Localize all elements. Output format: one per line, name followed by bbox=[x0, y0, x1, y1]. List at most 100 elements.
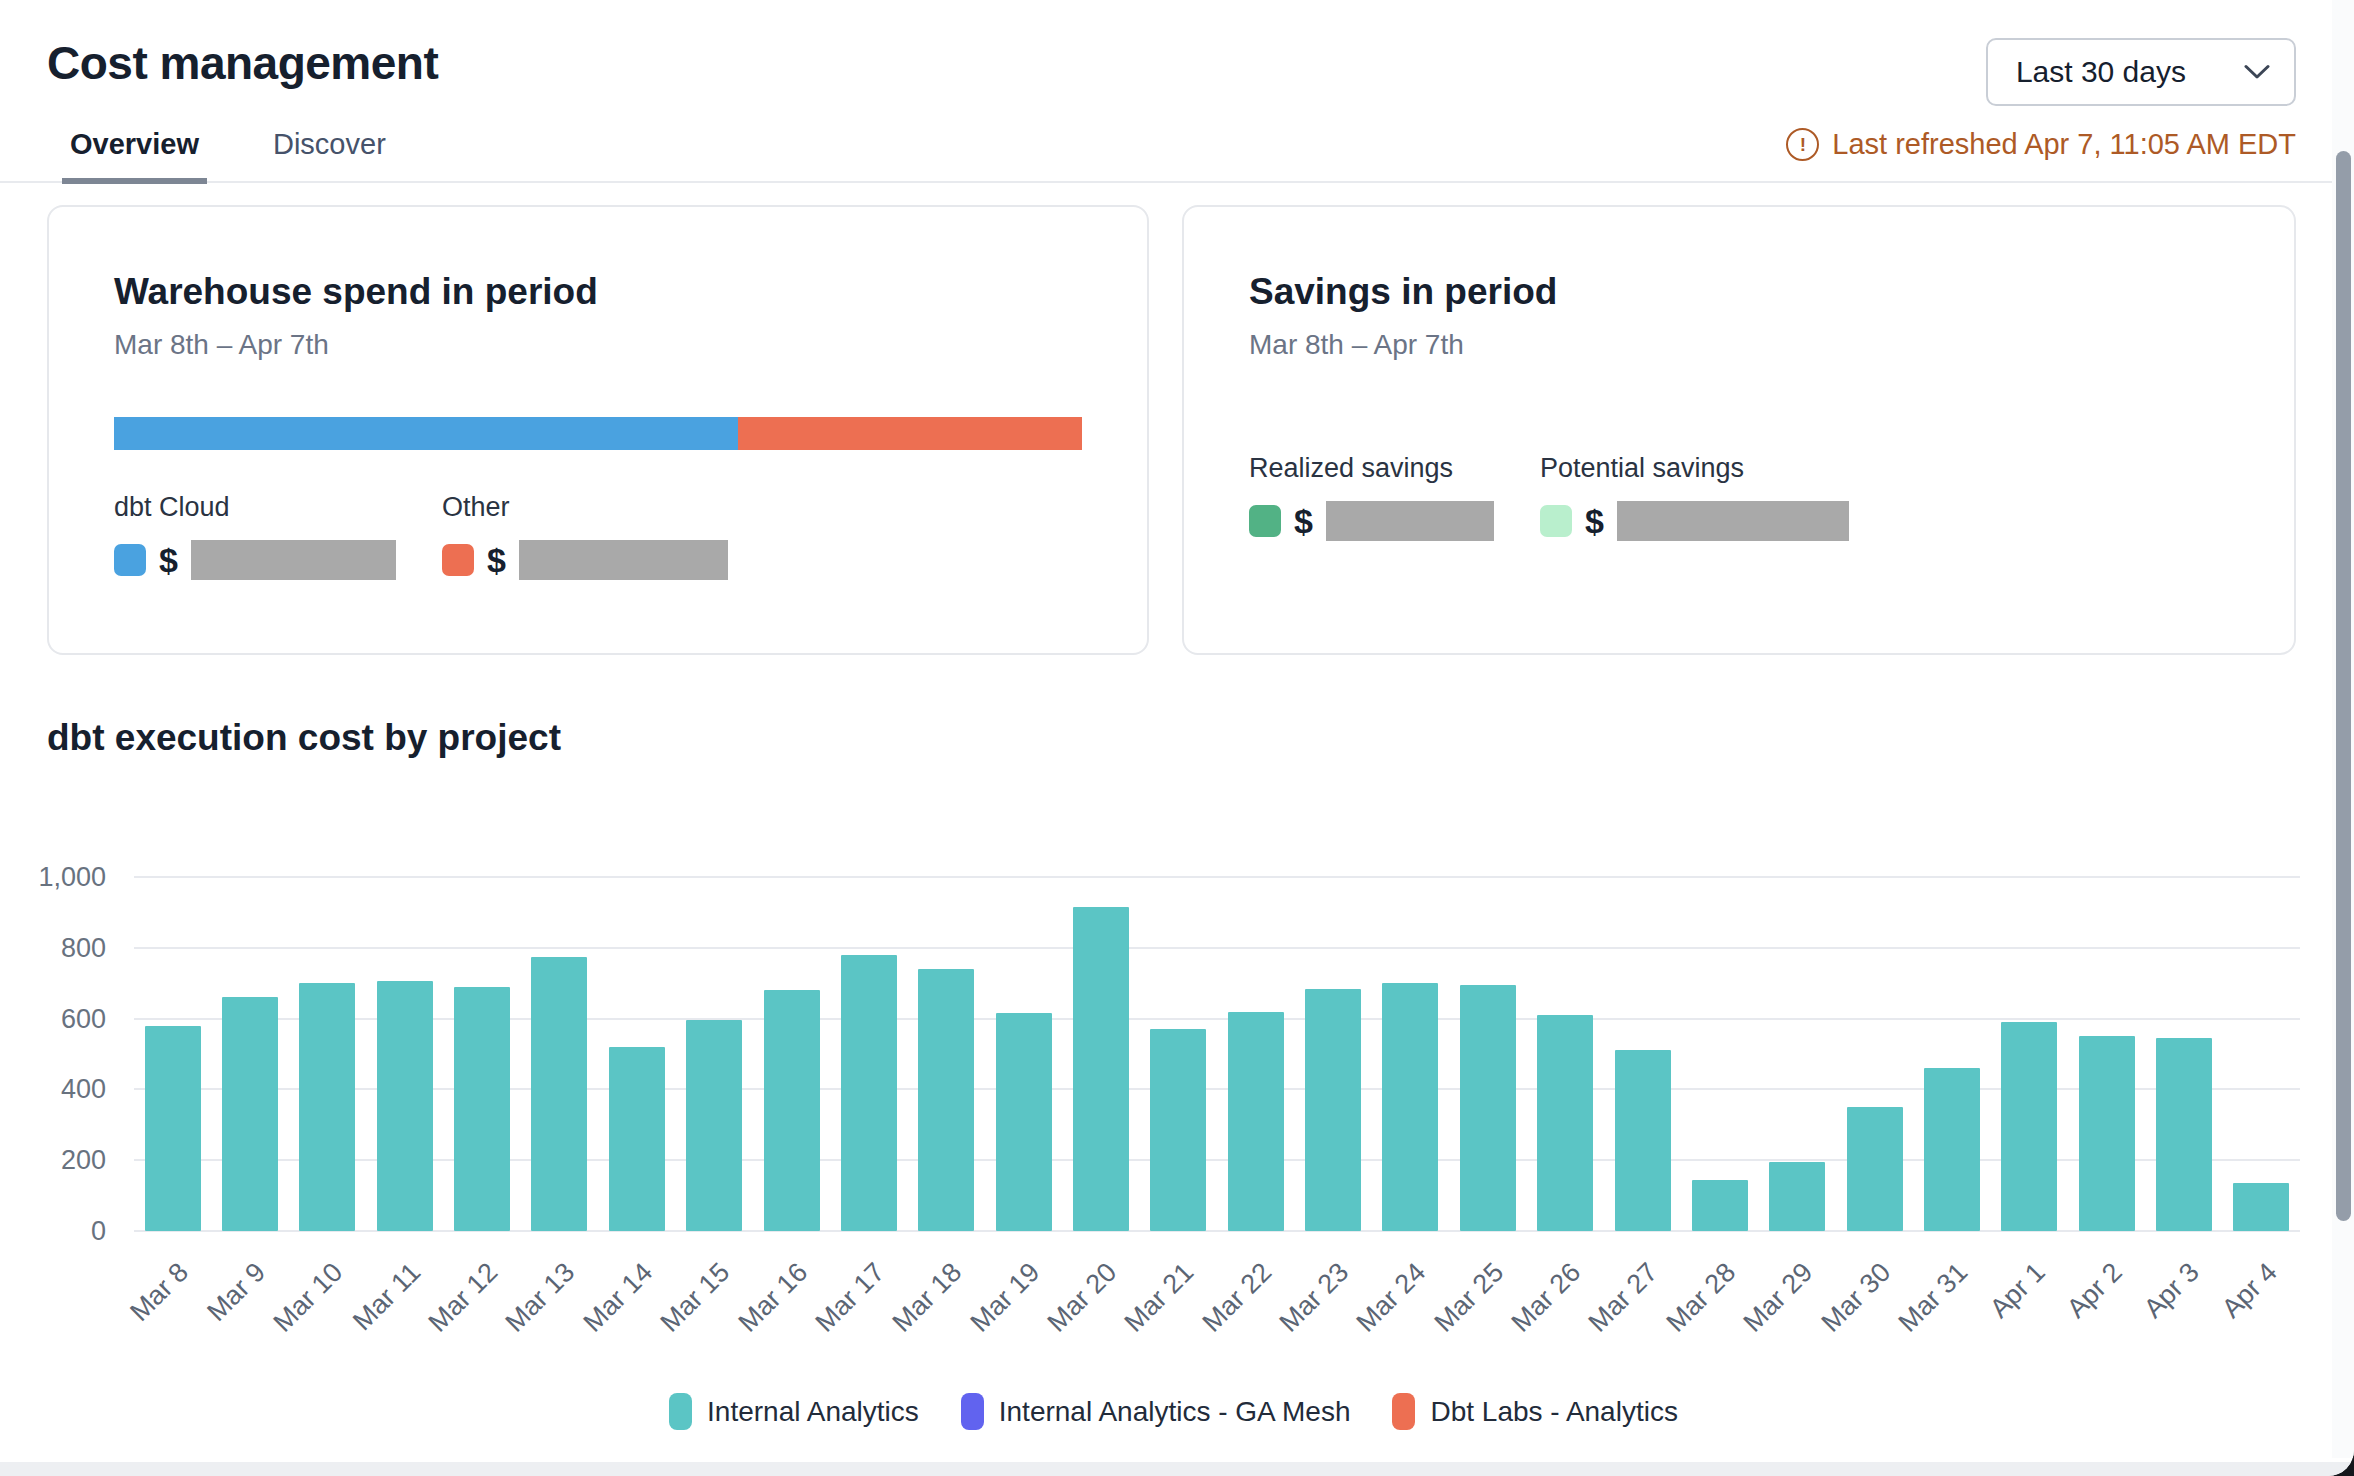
bar-mar-20[interactable] bbox=[1073, 907, 1129, 1231]
bar-mar-18[interactable] bbox=[918, 969, 974, 1231]
bar-mar-21[interactable] bbox=[1150, 1029, 1206, 1231]
bar-mar-19[interactable] bbox=[996, 1013, 1052, 1231]
tab-discover[interactable]: Discover bbox=[265, 112, 394, 181]
spend-stacked-bar bbox=[114, 417, 1082, 450]
summary-cards: Warehouse spend in period Mar 8th – Apr … bbox=[47, 205, 2296, 655]
redacted-value bbox=[519, 540, 728, 580]
bar-slot-apr-3 bbox=[2145, 1038, 2222, 1231]
color-swatch bbox=[114, 544, 146, 576]
x-axis-labels: Mar 8Mar 9Mar 10Mar 11Mar 12Mar 13Mar 14… bbox=[134, 1243, 2300, 1373]
legend-label: Realized savings bbox=[1249, 453, 1494, 484]
bar-mar-13[interactable] bbox=[531, 957, 587, 1231]
bar-slot-mar-11 bbox=[366, 981, 443, 1231]
bar-mar-25[interactable] bbox=[1460, 985, 1516, 1231]
bar-apr-3[interactable] bbox=[2156, 1038, 2212, 1231]
legend-swatch-internal-analytics bbox=[669, 1393, 692, 1430]
bar-slot-mar-8 bbox=[134, 1026, 211, 1231]
bar-mar-23[interactable] bbox=[1305, 989, 1361, 1231]
bar-mar-27[interactable] bbox=[1615, 1050, 1671, 1231]
date-range-value: Last 30 days bbox=[2016, 55, 2186, 89]
color-swatch bbox=[442, 544, 474, 576]
bar-slot-apr-4 bbox=[2223, 1183, 2300, 1231]
legend-value: $ bbox=[1540, 501, 1849, 541]
bar-apr-2[interactable] bbox=[2079, 1036, 2135, 1231]
bar-slot-mar-16 bbox=[753, 990, 830, 1231]
bar-slot-mar-20 bbox=[1062, 907, 1139, 1231]
bar-mar-24[interactable] bbox=[1382, 983, 1438, 1231]
bar-slot-apr-2 bbox=[2068, 1036, 2145, 1231]
bar-slot-mar-29 bbox=[1759, 1162, 1836, 1231]
bar-apr-4[interactable] bbox=[2233, 1183, 2289, 1231]
legend-text-dbt-labs-analytics: Dbt Labs - Analytics bbox=[1430, 1396, 1677, 1428]
spend-legend-item-other: Other $ bbox=[442, 492, 728, 580]
y-axis-tick-0: 0 bbox=[91, 1216, 106, 1247]
legend-label: Potential savings bbox=[1540, 453, 1849, 484]
bar-mar-11[interactable] bbox=[377, 981, 433, 1231]
legend-label: Other bbox=[442, 492, 728, 523]
execution-cost-section: dbt execution cost by project 0200400600… bbox=[47, 717, 2300, 1476]
bar-slot-mar-28 bbox=[1681, 1180, 1758, 1231]
bar-slot-apr-1 bbox=[1991, 1022, 2068, 1231]
bar-mar-12[interactable] bbox=[454, 987, 510, 1231]
last-refreshed-text: Last refreshed Apr 7, 11:05 AM EDT bbox=[1832, 128, 2296, 161]
bar-mar-30[interactable] bbox=[1847, 1107, 1903, 1231]
tab-overview[interactable]: Overview bbox=[62, 112, 207, 181]
spend-segment-dbt-cloud[interactable] bbox=[114, 417, 738, 450]
bar-mar-26[interactable] bbox=[1537, 1015, 1593, 1231]
chart-plot: 02004006008001,000 bbox=[134, 877, 2300, 1231]
legend-value: $ bbox=[114, 540, 396, 580]
x-axis-label-apr-2: Apr 2 bbox=[2061, 1257, 2129, 1325]
bar-slot-mar-31 bbox=[1913, 1068, 1990, 1231]
redacted-value bbox=[1617, 501, 1849, 541]
redacted-value bbox=[1326, 501, 1494, 541]
legend-swatch-dbt-labs-analytics bbox=[1392, 1393, 1415, 1430]
bar-slot-mar-9 bbox=[211, 997, 288, 1231]
bar-slot-mar-17 bbox=[830, 955, 907, 1231]
color-swatch bbox=[1540, 505, 1572, 537]
vertical-scrollbar-thumb[interactable] bbox=[2336, 151, 2351, 1221]
x-slot-apr-3: Apr 3 bbox=[2145, 1243, 2222, 1373]
x-axis-label-mar-8: Mar 8 bbox=[124, 1257, 195, 1328]
bar-slot-mar-26 bbox=[1526, 1015, 1603, 1231]
x-slot-apr-2: Apr 2 bbox=[2068, 1243, 2145, 1373]
spend-legend: dbt Cloud $ Other $ bbox=[114, 492, 1082, 580]
legend-item-internal-analytics-ga-mesh[interactable]: Internal Analytics - GA Mesh bbox=[961, 1393, 1351, 1430]
bar-mar-31[interactable] bbox=[1924, 1068, 1980, 1231]
bar-mar-29[interactable] bbox=[1769, 1162, 1825, 1231]
x-slot-apr-4: Apr 4 bbox=[2223, 1243, 2300, 1373]
bar-mar-17[interactable] bbox=[841, 955, 897, 1231]
cost-management-page: Cost management Last 30 days ! Last refr… bbox=[0, 0, 2354, 1476]
color-swatch bbox=[1249, 505, 1281, 537]
spend-legend-item-dbt-cloud: dbt Cloud $ bbox=[114, 492, 396, 580]
bar-slot-mar-22 bbox=[1217, 1012, 1294, 1231]
bottom-scrollbar-track bbox=[0, 1462, 2354, 1476]
savings-legend-item-realized: Realized savings $ bbox=[1249, 453, 1494, 541]
bar-mar-22[interactable] bbox=[1228, 1012, 1284, 1231]
legend-item-dbt-labs-analytics[interactable]: Dbt Labs - Analytics bbox=[1392, 1393, 1677, 1430]
legend-value: $ bbox=[442, 540, 728, 580]
legend-value: $ bbox=[1249, 501, 1494, 541]
vertical-scrollbar-track[interactable] bbox=[2332, 0, 2354, 1458]
card-subtitle: Mar 8th – Apr 7th bbox=[114, 329, 1082, 361]
bar-mar-16[interactable] bbox=[764, 990, 820, 1231]
bar-mar-8[interactable] bbox=[145, 1026, 201, 1231]
bar-mar-14[interactable] bbox=[609, 1047, 665, 1231]
bar-slot-mar-14 bbox=[598, 1047, 675, 1231]
bar-mar-15[interactable] bbox=[686, 1020, 742, 1231]
dollar-sign: $ bbox=[1585, 502, 1604, 541]
bar-mar-28[interactable] bbox=[1692, 1180, 1748, 1231]
bars-container bbox=[134, 877, 2300, 1231]
bar-slot-mar-19 bbox=[985, 1013, 1062, 1231]
chart-legend: Internal Analytics Internal Analytics - G… bbox=[47, 1393, 2300, 1430]
bar-slot-mar-15 bbox=[676, 1020, 753, 1231]
savings-card: Savings in period Mar 8th – Apr 7th Real… bbox=[1182, 205, 2296, 655]
legend-item-internal-analytics[interactable]: Internal Analytics bbox=[669, 1393, 919, 1430]
bar-mar-9[interactable] bbox=[222, 997, 278, 1231]
warehouse-spend-card: Warehouse spend in period Mar 8th – Apr … bbox=[47, 205, 1149, 655]
bar-mar-10[interactable] bbox=[299, 983, 355, 1231]
dollar-sign: $ bbox=[1294, 502, 1313, 541]
date-range-dropdown[interactable]: Last 30 days bbox=[1986, 38, 2296, 106]
spend-segment-other[interactable] bbox=[738, 417, 1082, 450]
bar-slot-mar-25 bbox=[1449, 985, 1526, 1231]
bar-apr-1[interactable] bbox=[2001, 1022, 2057, 1231]
